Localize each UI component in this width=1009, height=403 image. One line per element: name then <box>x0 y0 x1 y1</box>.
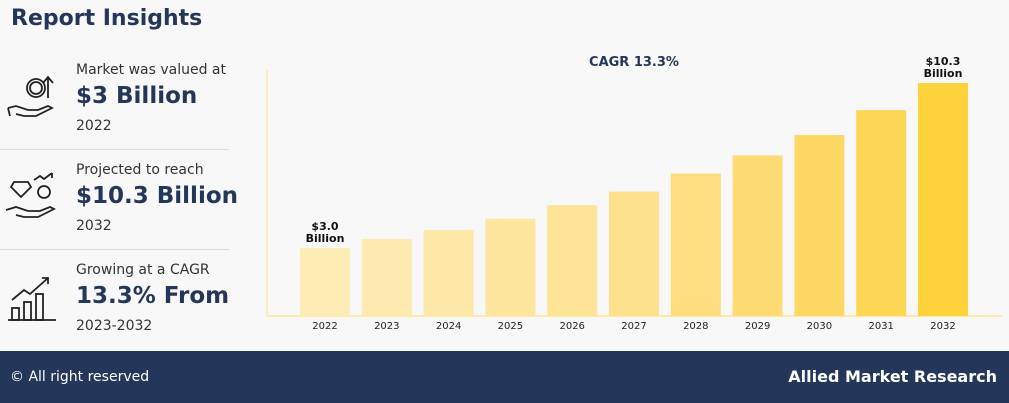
bar-2030 <box>794 135 845 316</box>
x-tick-label: 2027 <box>621 321 646 332</box>
data-label: $10.3 <box>926 55 961 68</box>
brand-logo-text: Allied Market Research <box>788 367 997 386</box>
bar-2026 <box>547 205 598 316</box>
projected-year: 2032 <box>76 218 112 234</box>
insight-card-projected: Projected to reach $10.3 Billion 2032 <box>0 150 238 250</box>
insight-card-cagr: Growing at a CAGR 13.3% From 2023-2032 <box>0 250 229 350</box>
x-tick-label: 2029 <box>745 321 770 332</box>
projected-amount: $10.3 Billion <box>76 183 238 209</box>
money-hand-icon <box>7 75 55 117</box>
copyright-text: © All right reserved <box>10 369 150 385</box>
x-tick-label: 2022 <box>312 321 337 332</box>
x-tick-label: 2031 <box>868 321 893 332</box>
bar-2023 <box>361 239 412 316</box>
page-title: Report Insights <box>11 6 203 31</box>
insight-card-valued: Market was valued at $3 Billion 2022 <box>0 50 229 150</box>
bar-2029 <box>732 155 783 316</box>
data-label: Billion <box>306 232 345 245</box>
valued-amount: $3 Billion <box>76 83 198 109</box>
bar-2031 <box>856 110 907 316</box>
cagr-label: Growing at a CAGR <box>76 262 210 278</box>
x-tick-label: 2026 <box>559 321 584 332</box>
cagr-value: 13.3% From <box>76 283 230 309</box>
x-tick-label: 2024 <box>436 321 461 332</box>
x-tick-label: 2032 <box>930 321 955 332</box>
growth-chart-icon <box>8 277 56 321</box>
x-tick-label: 2028 <box>683 321 708 332</box>
data-label: $3.0 <box>311 220 338 233</box>
bar-2028 <box>670 173 721 316</box>
bar-2022 <box>300 248 350 316</box>
footer: © All right reserved Allied Market Resea… <box>0 351 1009 403</box>
bar-2032 <box>918 83 968 316</box>
bar-2025 <box>485 218 536 316</box>
data-label: Billion <box>924 67 963 80</box>
x-tick-label: 2030 <box>807 321 832 332</box>
valued-year: 2022 <box>76 118 112 134</box>
x-tick-label: 2023 <box>374 321 399 332</box>
bar-2024 <box>423 230 474 316</box>
cagr-period: 2023-2032 <box>76 318 153 334</box>
diamond-hand-icon <box>5 172 57 218</box>
bar-2027 <box>609 191 659 316</box>
valued-label: Market was valued at <box>76 62 226 78</box>
projected-label: Projected to reach <box>76 162 204 178</box>
x-tick-label: 2025 <box>498 321 523 332</box>
chart-title: CAGR 13.3% <box>589 55 679 70</box>
